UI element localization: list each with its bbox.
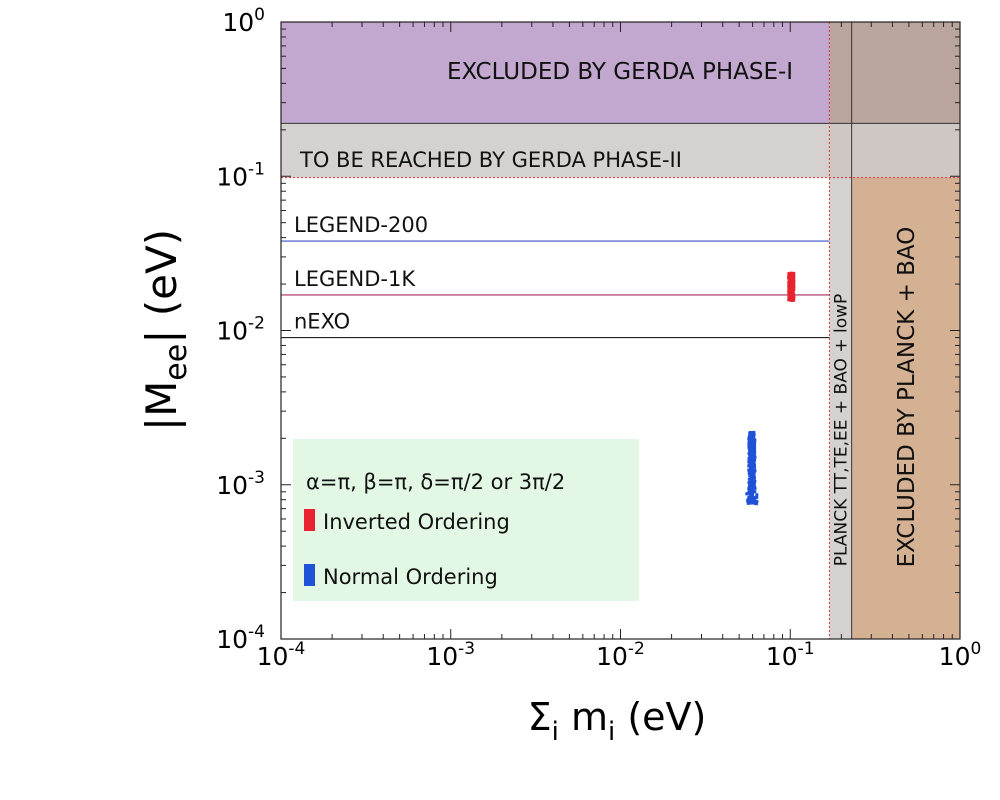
planck-bao-label: EXCLUDED BY PLANCK + BAO [894, 227, 920, 568]
point-1-235 [753, 438, 757, 442]
sensitivity-lines [281, 240, 830, 339]
point-1-171 [752, 448, 756, 452]
sensitivity-label-0: LEGEND-200 [294, 213, 428, 237]
gerda-phase-1-label: EXCLUDED BY GERDA PHASE-I [447, 59, 793, 85]
region-gerda-phase-2 [281, 123, 830, 178]
point-1-223 [746, 498, 750, 502]
legend-swatch-1 [304, 564, 315, 586]
region-planck-bao [851, 177, 960, 639]
point-1-70 [747, 477, 751, 481]
y-tick-label-4: 100 [222, 5, 265, 37]
x-tick-label-3: 10-1 [766, 639, 815, 671]
shaded-regions [281, 22, 960, 639]
planck-lowp-label: PLANCK TT,TE,EE + BAO + lowP [832, 294, 852, 567]
point-1-222 [753, 455, 757, 459]
sensitivity-label-1: LEGEND-1K [294, 267, 416, 291]
point-1-246 [752, 500, 756, 504]
y-tick-label-2: 10-2 [216, 314, 265, 346]
point-1-237 [753, 479, 757, 483]
point-1-38 [752, 453, 756, 457]
region-overlap-top [829, 22, 960, 124]
point-1-5 [755, 493, 759, 497]
region-gerda-phase-1 [281, 22, 830, 124]
region-planck-lowp [829, 177, 852, 639]
x-tick-label-2: 10-2 [596, 639, 645, 671]
point-0-252 [787, 298, 791, 302]
x-axis-title: Σi mi (eV) [528, 695, 707, 747]
point-1-219 [747, 492, 751, 496]
point-1-236 [748, 441, 752, 445]
legend-box [293, 439, 639, 601]
data-points [745, 271, 796, 506]
point-cloud-core-0 [789, 275, 793, 300]
point-0-240 [788, 298, 792, 302]
legend-label-1: Normal Ordering [323, 565, 498, 589]
sensitivity-label-2: nEXO [294, 310, 350, 334]
point-1-43 [748, 501, 752, 505]
point-1-244 [747, 500, 751, 504]
point-0-246 [791, 298, 795, 302]
y-axis-title: |Mee| (eV) [137, 229, 194, 431]
x-tick-label-1: 10-3 [426, 639, 475, 671]
point-0-233 [787, 272, 791, 276]
point-1-123 [753, 490, 757, 494]
point-1-257 [747, 463, 751, 467]
axis-ticks: 10-4 10-3 10-2 10-1 100 10-4 10-3 10-2 10-1 100 [216, 5, 981, 671]
x-tick-label-4: 100 [939, 639, 982, 671]
point-1-227 [753, 446, 757, 450]
y-tick-label-0: 10-4 [216, 622, 265, 654]
point-0-238 [790, 272, 794, 276]
point-1-228 [748, 452, 752, 456]
legend: α=π, β=π, δ=π/2 or 3π/2 Inverted Ordering… [293, 439, 639, 601]
point-cloud-core-1 [749, 433, 755, 503]
x-tick-label-0: 10-4 [257, 639, 306, 671]
point-1-248 [748, 458, 752, 462]
point-1-185 [752, 468, 756, 472]
point-1-201 [748, 480, 752, 484]
point-1-204 [748, 496, 752, 500]
point-1-232 [753, 496, 757, 500]
legend-title: α=π, β=π, δ=π/2 or 3π/2 [306, 470, 565, 494]
point-0-222 [792, 271, 796, 275]
region-labels: LEGEND-200 LEGEND-1K nEXO EXCLUDED BY GERDA… [294, 59, 920, 567]
point-1-239 [747, 446, 751, 450]
point-1-180 [753, 465, 757, 469]
point-1-230 [754, 501, 758, 505]
gerda-phase-2-label: TO BE REACHED BY GERDA PHASE-II [299, 148, 682, 172]
point-0-247 [788, 278, 792, 282]
point-0-257 [791, 287, 795, 291]
point-1-130 [753, 463, 757, 467]
legend-label-0: Inverted Ordering [323, 510, 510, 534]
y-tick-label-1: 10-3 [216, 468, 265, 500]
region-overlap-mid [829, 123, 960, 178]
point-0-228 [787, 275, 791, 279]
point-1-245 [748, 431, 752, 435]
legend-swatch-0 [304, 509, 315, 531]
point-1-12 [747, 460, 751, 464]
y-tick-label-3: 10-1 [216, 159, 265, 191]
